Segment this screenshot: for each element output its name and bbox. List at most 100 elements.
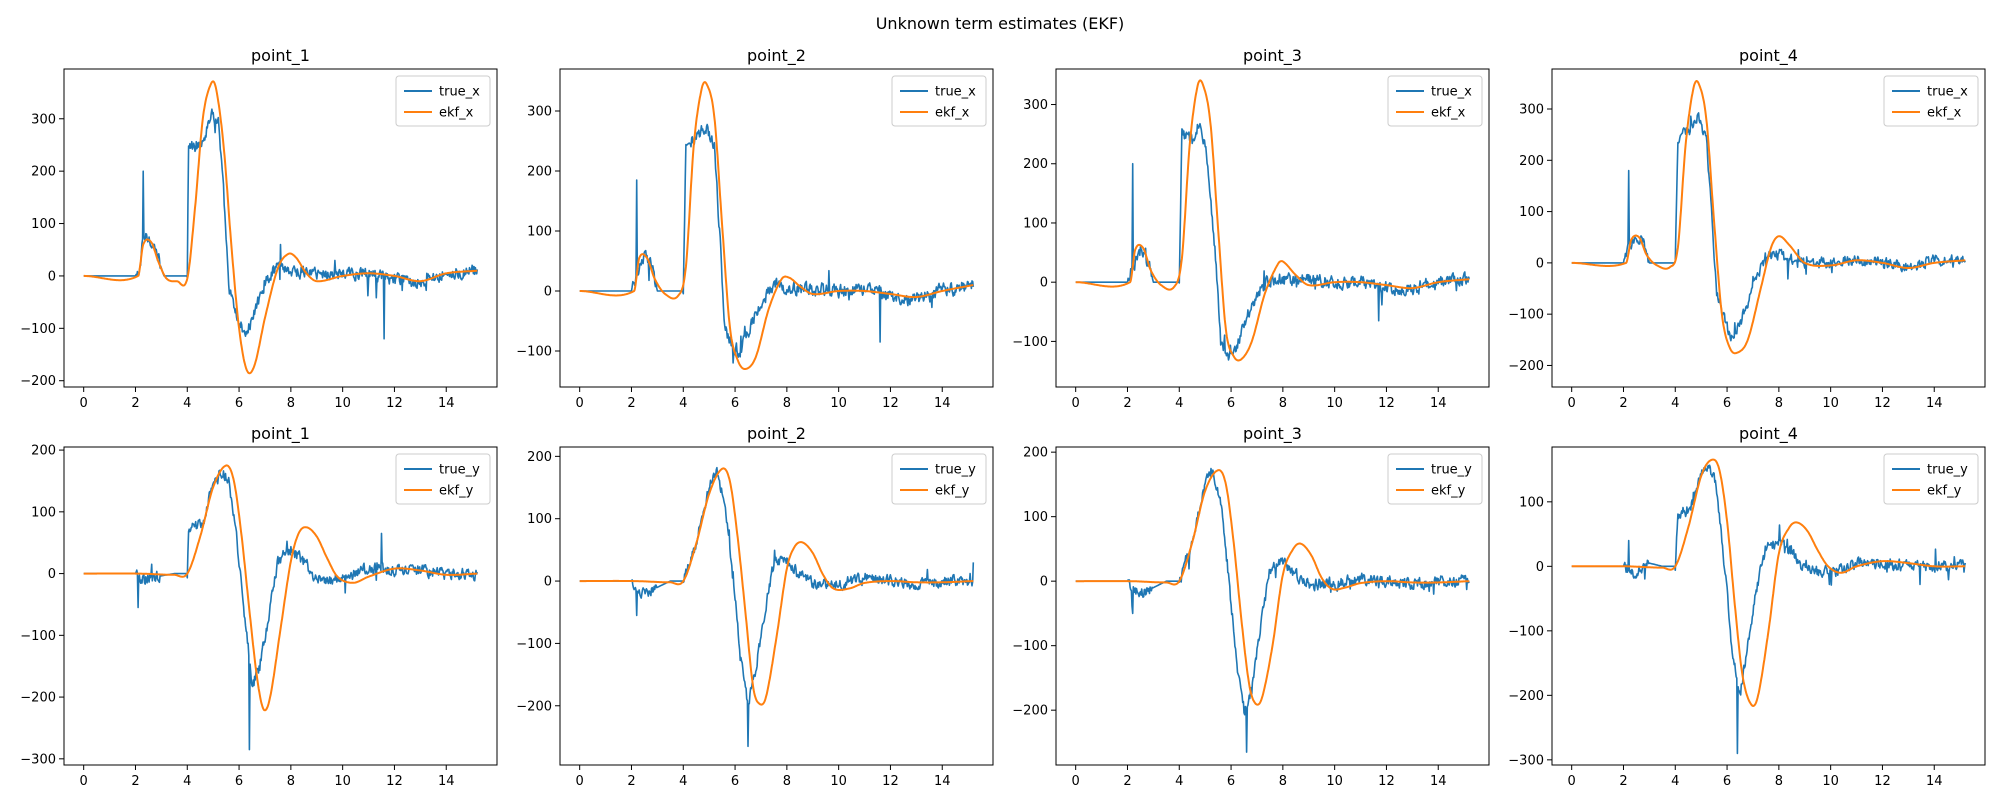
subplot-title: point_1: [251, 46, 310, 66]
x-tick-label: 0: [80, 774, 88, 789]
plot-area: [83, 80, 479, 375]
x-tick-label: 8: [287, 396, 295, 411]
plot-area: [1571, 458, 1967, 755]
plot-area: [1075, 467, 1470, 753]
y-tick-label: 200: [1519, 154, 1544, 169]
legend-box: [1883, 75, 1979, 127]
legend-label: true_y: [439, 463, 480, 478]
x-tick-label: 2: [1619, 774, 1627, 789]
subplot-title: point_2: [747, 46, 806, 66]
x-tick-label: 14: [1430, 396, 1447, 411]
y-tick-label: 0: [48, 269, 56, 284]
y-tick-label: −200: [1012, 704, 1048, 719]
series-line-ekf_y: [1075, 469, 1470, 706]
y-tick-label: 200: [31, 165, 56, 180]
legend-label: ekf_x: [1927, 106, 1962, 121]
y-tick-label: 300: [1023, 98, 1048, 113]
y-tick-label: 100: [1023, 216, 1048, 231]
subplot-7: point_3 0 2 4 6 8 10 12 14 −200 −100 0 100 200 true_ye…: [1012, 424, 1490, 789]
x-tick-label: 10: [334, 774, 351, 789]
subplot-2: point_2 0 2 4 6 8 10 12 14 −100 0 100 200 300 true_xek…: [516, 46, 994, 411]
x-tick-label: 8: [783, 396, 791, 411]
x-tick-label: 14: [438, 774, 455, 789]
x-tick-label: 6: [1227, 774, 1235, 789]
axes-frame: [63, 446, 498, 766]
x-tick-label: 10: [1822, 396, 1839, 411]
x-tick-label: 6: [1723, 774, 1731, 789]
subplot-3: point_3 0 2 4 6 8 10 12 14 −100 0 100 200 300 true_xek…: [1012, 46, 1490, 411]
legend-label: ekf_y: [935, 484, 970, 499]
x-tick-label: 14: [1926, 774, 1943, 789]
y-tick-label: 200: [1023, 446, 1048, 461]
series-line-ekf_y: [579, 467, 974, 706]
x-tick-label: 10: [1326, 774, 1343, 789]
y-tick-label: −100: [1508, 624, 1544, 639]
plot-area: [1075, 79, 1471, 362]
plot-area: [1571, 80, 1967, 355]
subplot-title: point_2: [747, 424, 806, 444]
series-line-ekf_x: [1571, 80, 1966, 355]
y-tick-label: 0: [544, 575, 552, 590]
x-tick-label: 2: [627, 774, 635, 789]
legend-box: [891, 453, 987, 505]
y-tick-label: 300: [1519, 103, 1544, 118]
x-tick-label: 4: [1671, 774, 1679, 789]
y-tick-label: 100: [31, 217, 56, 232]
x-tick-label: 14: [934, 774, 951, 789]
x-tick-label: 10: [1822, 774, 1839, 789]
y-tick-label: 200: [31, 444, 56, 459]
plot-area: [83, 464, 479, 751]
legend: true_y ekf_y: [395, 453, 491, 505]
series-line-ekf_y: [1571, 458, 1966, 707]
series-line-ekf_y: [83, 464, 478, 712]
x-tick-label: 12: [1378, 774, 1395, 789]
y-tick-label: −100: [1508, 308, 1544, 323]
legend-label: true_x: [1927, 85, 1968, 100]
x-tick-label: 0: [1072, 774, 1080, 789]
y-tick-label: −100: [1012, 639, 1048, 654]
subplot-grid: point_10 2 4 6 8 10 12 14−200−1000100200300true…: [20, 46, 1986, 789]
x-tick-label: 10: [334, 396, 351, 411]
x-tick-label: 6: [235, 774, 243, 789]
x-tick-label: 12: [882, 396, 899, 411]
x-tick-label: 0: [1568, 774, 1576, 789]
y-tick-label: 200: [527, 165, 552, 180]
x-tick-label: 8: [287, 774, 295, 789]
x-tick-label: 6: [1227, 396, 1235, 411]
legend-label: true_x: [1431, 85, 1472, 100]
legend-box: [1387, 453, 1483, 505]
y-tick-label: −100: [516, 345, 552, 360]
x-tick-label: 2: [1619, 396, 1627, 411]
y-tick-label: −200: [1508, 689, 1544, 704]
plot-area: [579, 466, 975, 748]
x-tick-label: 0: [80, 396, 88, 411]
legend: true_y ekf_y: [1387, 453, 1483, 505]
x-tick-label: 4: [679, 396, 687, 411]
y-tick-label: 200: [1023, 157, 1048, 172]
x-tick-label: 0: [576, 396, 584, 411]
series-line-ekf_x: [83, 80, 478, 375]
y-tick-label: 0: [48, 567, 56, 582]
axes-frame: [63, 68, 498, 388]
series-line-true_y: [1571, 464, 1967, 755]
x-tick-label: 12: [386, 774, 403, 789]
x-tick-label: 14: [1926, 396, 1943, 411]
legend: true_y ekf_y: [891, 453, 987, 505]
legend-label: ekf_y: [1927, 484, 1962, 499]
series-line-ekf_x: [579, 81, 974, 370]
axes-frame: [559, 68, 994, 388]
y-tick-label: 200: [527, 450, 552, 465]
legend-label: ekf_x: [439, 106, 474, 121]
x-tick-label: 2: [627, 396, 635, 411]
y-tick-label: −200: [516, 699, 552, 714]
y-tick-label: 0: [1536, 560, 1544, 575]
axes-frame: [1551, 68, 1986, 388]
y-tick-label: 100: [1519, 495, 1544, 510]
series-line-true_x: [1571, 112, 1967, 342]
subplot-title: point_4: [1739, 424, 1798, 444]
x-tick-label: 0: [576, 774, 584, 789]
y-tick-label: 100: [527, 225, 552, 240]
x-tick-label: 0: [1568, 396, 1576, 411]
legend: true_x ekf_x: [891, 75, 987, 127]
